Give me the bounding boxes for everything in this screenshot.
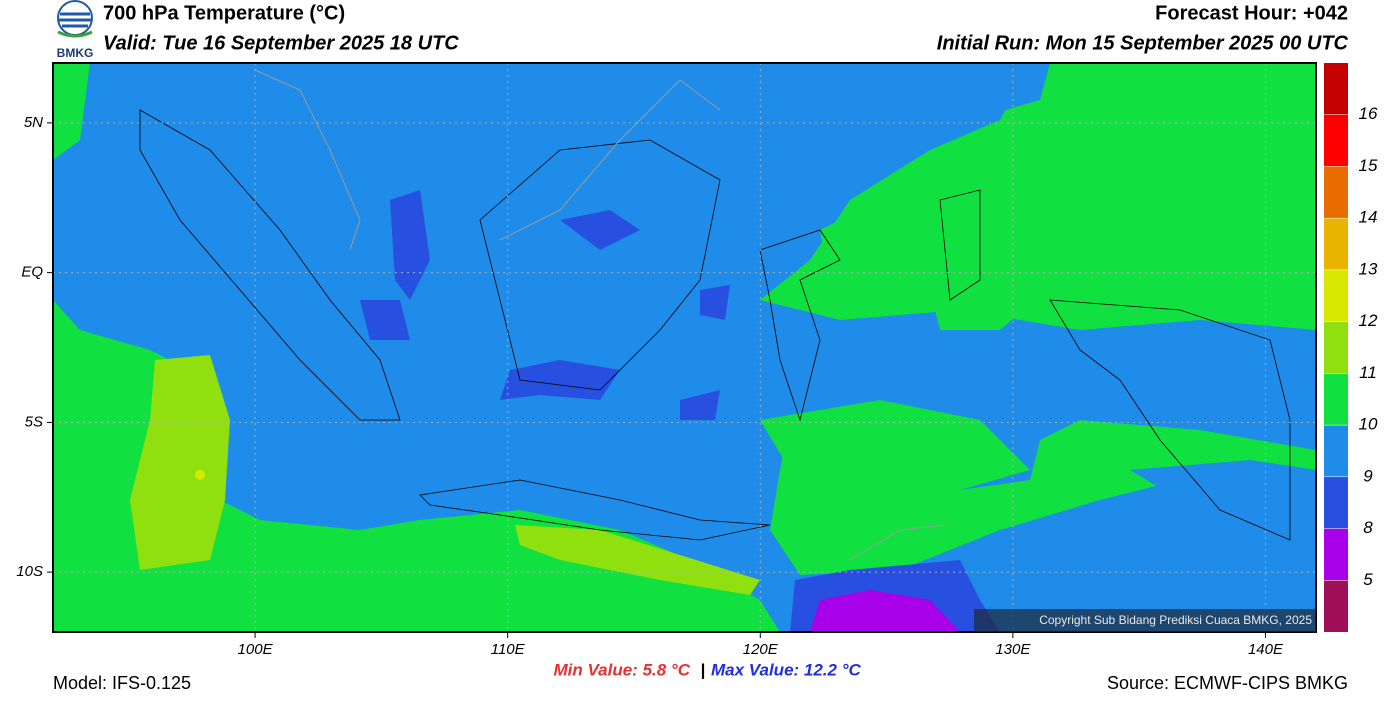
y-tick-label: EQ xyxy=(21,264,43,281)
source: Source: ECMWF-CIPS BMKG xyxy=(1107,673,1348,693)
colorbar-segment xyxy=(1324,166,1348,219)
colorbar-label: 12 xyxy=(1359,311,1378,330)
colorbar: 5 8 9 10 11 12 13 14 15 16 xyxy=(1324,63,1378,632)
colorbar-segment xyxy=(1324,528,1348,581)
title: 700 hPa Temperature (°C) xyxy=(103,2,345,24)
colorbar-segment xyxy=(1324,580,1348,632)
colorbar-segment xyxy=(1324,63,1348,115)
colorbar-label: 8 xyxy=(1363,518,1373,537)
axes: 100E 110E 120E 130E 140E 5N EQ 5S 10S xyxy=(16,114,1284,658)
valid-time: Valid: Tue 16 September 2025 18 UTC xyxy=(103,32,459,54)
colorbar-segment xyxy=(1324,425,1348,477)
x-tick-label: 100E xyxy=(238,641,274,658)
x-tick-label: 130E xyxy=(995,641,1031,658)
y-tick-label: 10S xyxy=(16,563,43,580)
colorbar-segment xyxy=(1324,373,1348,426)
logo: BMKG xyxy=(57,0,94,60)
temperature-field xyxy=(53,63,1316,632)
x-tick-label: 110E xyxy=(491,641,526,658)
colorbar-label: 13 xyxy=(1359,259,1378,278)
separator: | xyxy=(701,660,706,679)
copyright-box xyxy=(974,609,1316,632)
x-tick-label: 120E xyxy=(743,641,779,658)
max-value: Max Value: 12.2 °C xyxy=(711,660,862,679)
copyright: Copyright Sub Bidang Prediksi Cuaca BMKG… xyxy=(1039,613,1312,627)
y-tick-label: 5N xyxy=(24,114,43,131)
logo-text: BMKG xyxy=(57,46,94,60)
colorbar-label: 15 xyxy=(1359,156,1378,175)
colorbar-label: 16 xyxy=(1359,104,1378,123)
x-tick-label: 140E xyxy=(1248,641,1284,658)
colorbar-label: 11 xyxy=(1359,363,1377,382)
min-value: Min Value: 5.8 °C xyxy=(553,660,690,679)
colorbar-segment xyxy=(1324,476,1348,529)
forecast-hour: Forecast Hour: +042 xyxy=(1155,2,1348,24)
map-frame xyxy=(52,62,1317,633)
colorbar-segment xyxy=(1324,218,1348,270)
colorbar-label: 14 xyxy=(1359,208,1378,227)
colorbar-label: 9 xyxy=(1363,466,1373,485)
y-tick-label: 5S xyxy=(25,413,43,430)
colorbar-label: 10 xyxy=(1359,415,1378,434)
colorbar-segment xyxy=(1324,114,1348,167)
model: Model: IFS-0.125 xyxy=(53,673,191,693)
colorbar-segment xyxy=(1324,269,1348,322)
colorbar-segment xyxy=(1324,321,1348,374)
initial-run: Initial Run: Mon 15 September 2025 00 UT… xyxy=(937,32,1349,54)
grid xyxy=(53,63,1316,632)
colorbar-label: 5 xyxy=(1363,570,1373,589)
